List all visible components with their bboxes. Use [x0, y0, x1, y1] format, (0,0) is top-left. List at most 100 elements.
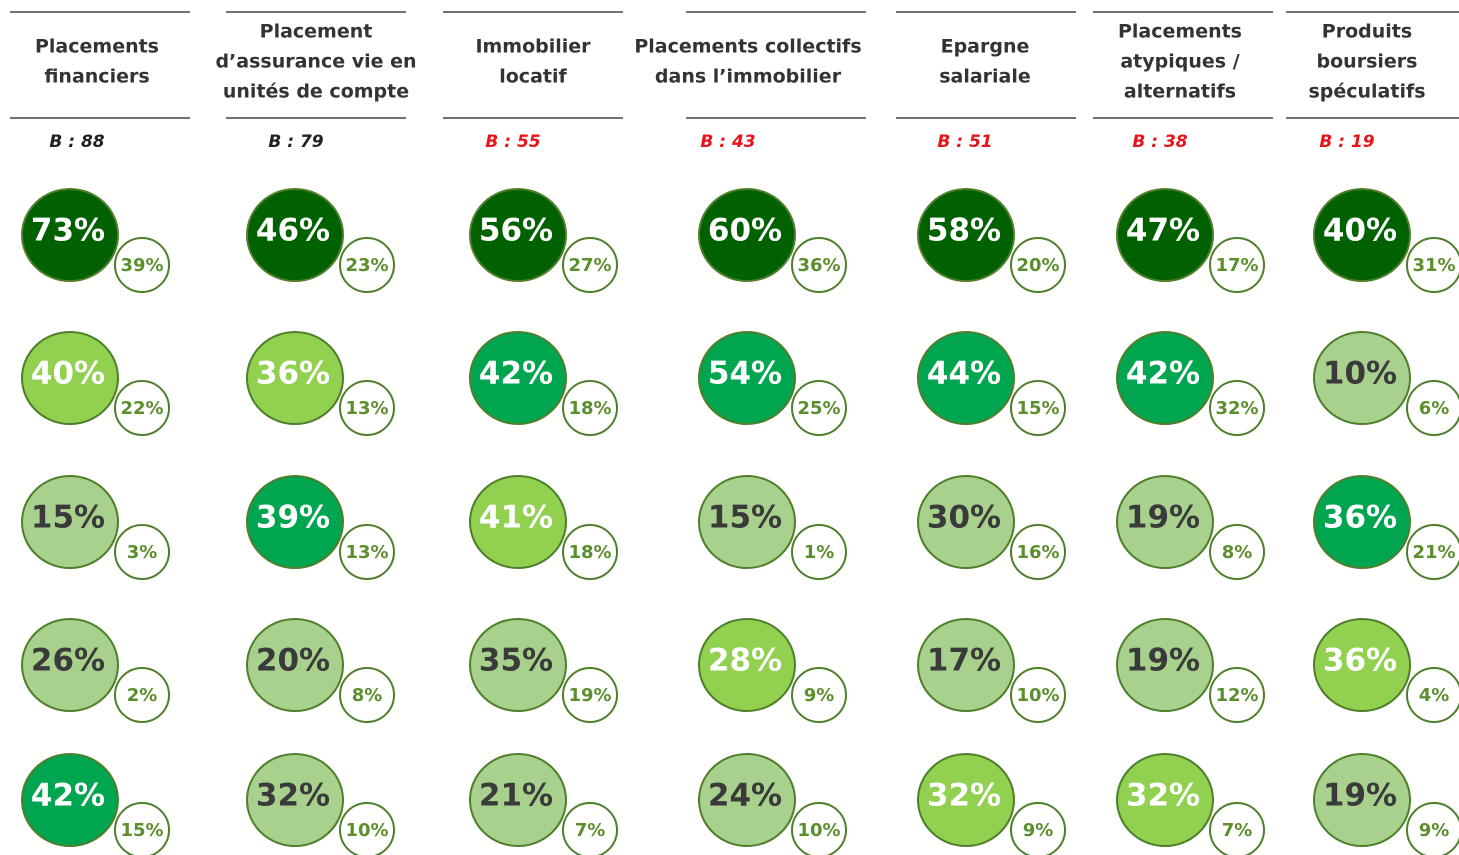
sub-value: 8%: [352, 685, 383, 706]
bubble: [1313, 618, 1411, 712]
sub-value: 13%: [345, 398, 388, 419]
column-header: salariale: [939, 66, 1031, 88]
sub-bubble: [114, 802, 170, 855]
bubble-value: 30%: [927, 500, 1001, 536]
bubble: [246, 753, 344, 847]
column-header: boursiers: [1317, 51, 1418, 73]
column-header: Immobilier: [475, 36, 591, 58]
sub-value: 9%: [1419, 820, 1450, 841]
bubble-value: 58%: [927, 213, 1001, 249]
column-header: financiers: [44, 66, 149, 88]
sub-value: 18%: [568, 398, 611, 419]
bubble-value: 24%: [708, 778, 782, 814]
bubble-value: 42%: [31, 778, 105, 814]
sub-value: 20%: [1016, 255, 1059, 276]
sub-value: 23%: [345, 255, 388, 276]
sub-value: 9%: [1023, 820, 1054, 841]
bubble: [469, 188, 567, 282]
sub-bubble: [114, 237, 170, 293]
sub-bubble: [791, 802, 847, 855]
sub-bubble: [562, 237, 618, 293]
bubble-value: 19%: [1323, 778, 1397, 814]
bubble-value: 54%: [708, 356, 782, 392]
sub-bubble: [1406, 802, 1459, 855]
sub-value: 8%: [1222, 542, 1253, 563]
bubble: [917, 188, 1015, 282]
sub-value: 25%: [797, 398, 840, 419]
bubble: [1313, 188, 1411, 282]
base-label: B : 43: [700, 132, 755, 152]
bubble: [469, 331, 567, 425]
sub-bubble: [114, 380, 170, 436]
column-header: spéculatifs: [1308, 81, 1425, 103]
bubble: [698, 188, 796, 282]
bubble: [1313, 331, 1411, 425]
bubble-value: 17%: [927, 643, 1001, 679]
bubble: [21, 618, 119, 712]
bubble-value: 20%: [256, 643, 330, 679]
sub-bubble: [1209, 237, 1265, 293]
column-header: Placements: [35, 36, 159, 58]
bubble: [246, 188, 344, 282]
sub-bubble: [1406, 380, 1459, 436]
sub-bubble: [791, 237, 847, 293]
column-header: Placements collectifs: [634, 36, 861, 58]
sub-value: 21%: [1412, 542, 1455, 563]
bubble: [21, 331, 119, 425]
column-header: Produits: [1322, 21, 1412, 43]
bubble-value: 28%: [708, 643, 782, 679]
column-header: Placement: [260, 21, 373, 43]
bubble-value: 32%: [927, 778, 1001, 814]
base-label: B : 51: [937, 132, 992, 152]
bubble-value: 32%: [256, 778, 330, 814]
bubble-value: 73%: [31, 213, 105, 249]
base-label: B : 19: [1319, 132, 1374, 152]
bubble-value: 32%: [1126, 778, 1200, 814]
sub-bubble: [1209, 802, 1265, 855]
bubble: [1313, 753, 1411, 847]
bubble-value: 35%: [479, 643, 553, 679]
sub-bubble: [1406, 667, 1459, 723]
sub-value: 19%: [568, 685, 611, 706]
base-label: B : 55: [485, 132, 540, 152]
sub-bubble: [339, 524, 395, 580]
bubble: [21, 188, 119, 282]
bubble: [1116, 618, 1214, 712]
sub-bubble: [1010, 524, 1066, 580]
sub-value: 6%: [1419, 398, 1450, 419]
bubble-value: 21%: [479, 778, 553, 814]
bubble-value: 15%: [31, 500, 105, 536]
sub-bubble: [562, 667, 618, 723]
sub-value: 16%: [1016, 542, 1059, 563]
sub-bubble: [114, 667, 170, 723]
bubble-value: 36%: [256, 356, 330, 392]
sub-value: 13%: [345, 542, 388, 563]
bubble-value: 44%: [927, 356, 1001, 392]
column-header: dans l’immobilier: [655, 66, 842, 88]
column-header: locatif: [499, 66, 567, 88]
bubble: [1116, 331, 1214, 425]
bubble-value: 36%: [1323, 643, 1397, 679]
sub-value: 17%: [1215, 255, 1258, 276]
bubble-value: 40%: [31, 356, 105, 392]
sub-bubble: [1010, 237, 1066, 293]
bubble: [1116, 753, 1214, 847]
sub-value: 1%: [804, 542, 835, 563]
sub-value: 7%: [1222, 820, 1253, 841]
bubble-value: 19%: [1126, 500, 1200, 536]
sub-value: 12%: [1215, 685, 1258, 706]
bubble: [1116, 188, 1214, 282]
sub-value: 22%: [120, 398, 163, 419]
bubble: [21, 475, 119, 569]
sub-value: 36%: [797, 255, 840, 276]
sub-bubble: [791, 667, 847, 723]
bubble: [698, 331, 796, 425]
sub-value: 31%: [1412, 255, 1455, 276]
sub-bubble: [1406, 237, 1459, 293]
sub-bubble: [1010, 380, 1066, 436]
sub-value: 27%: [568, 255, 611, 276]
column-header: alternatifs: [1124, 81, 1236, 103]
bubble: [698, 618, 796, 712]
sub-bubble: [791, 524, 847, 580]
